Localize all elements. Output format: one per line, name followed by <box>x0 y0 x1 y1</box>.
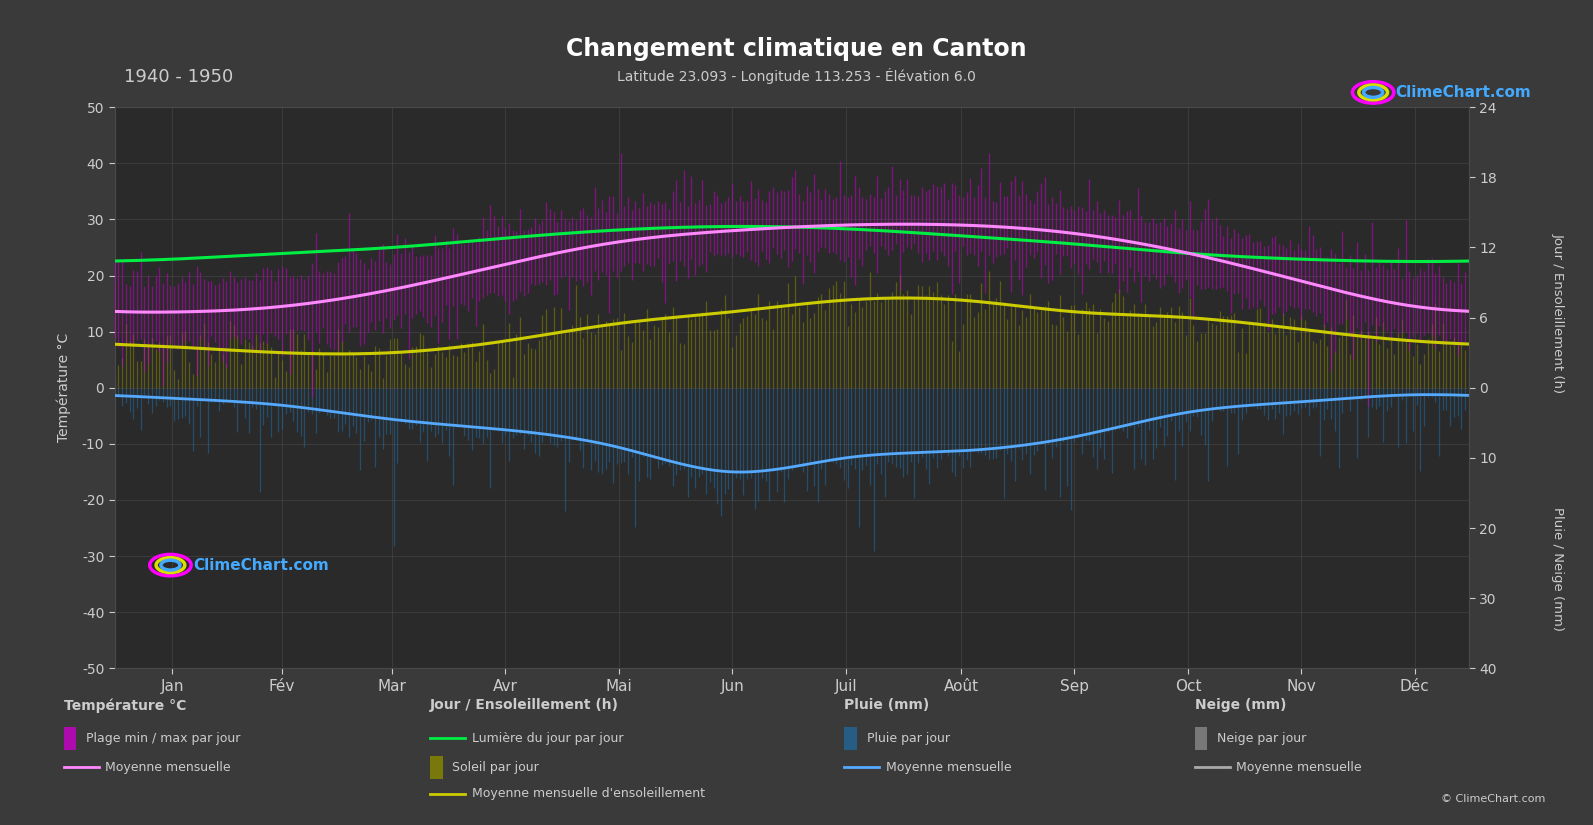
Y-axis label: Température °C: Température °C <box>56 333 70 442</box>
Text: Moyenne mensuelle d'ensoleillement: Moyenne mensuelle d'ensoleillement <box>472 787 704 800</box>
Text: Moyenne mensuelle: Moyenne mensuelle <box>105 761 231 774</box>
Text: Plage min / max par jour: Plage min / max par jour <box>86 732 241 745</box>
Text: Lumière du jour par jour: Lumière du jour par jour <box>472 732 623 745</box>
Text: Moyenne mensuelle: Moyenne mensuelle <box>886 761 1012 774</box>
Text: Latitude 23.093 - Longitude 113.253 - Élévation 6.0: Latitude 23.093 - Longitude 113.253 - Él… <box>616 68 977 83</box>
Text: ClimeChart.com: ClimeChart.com <box>1395 85 1531 100</box>
Text: Température °C: Température °C <box>64 698 186 713</box>
Text: Pluie par jour: Pluie par jour <box>867 732 949 745</box>
Text: © ClimeChart.com: © ClimeChart.com <box>1440 794 1545 804</box>
Text: Moyenne mensuelle: Moyenne mensuelle <box>1236 761 1362 774</box>
Text: Jour / Ensoleillement (h): Jour / Ensoleillement (h) <box>430 699 620 712</box>
Text: Soleil par jour: Soleil par jour <box>452 761 538 774</box>
Text: 1940 - 1950: 1940 - 1950 <box>124 68 234 86</box>
Text: Neige (mm): Neige (mm) <box>1195 699 1286 712</box>
Text: Changement climatique en Canton: Changement climatique en Canton <box>566 37 1027 61</box>
Text: Jour / Ensoleillement (h): Jour / Ensoleillement (h) <box>1552 233 1564 394</box>
Text: ClimeChart.com: ClimeChart.com <box>193 558 328 573</box>
Text: Pluie (mm): Pluie (mm) <box>844 699 930 712</box>
Text: Neige par jour: Neige par jour <box>1217 732 1306 745</box>
Text: Pluie / Neige (mm): Pluie / Neige (mm) <box>1552 507 1564 631</box>
